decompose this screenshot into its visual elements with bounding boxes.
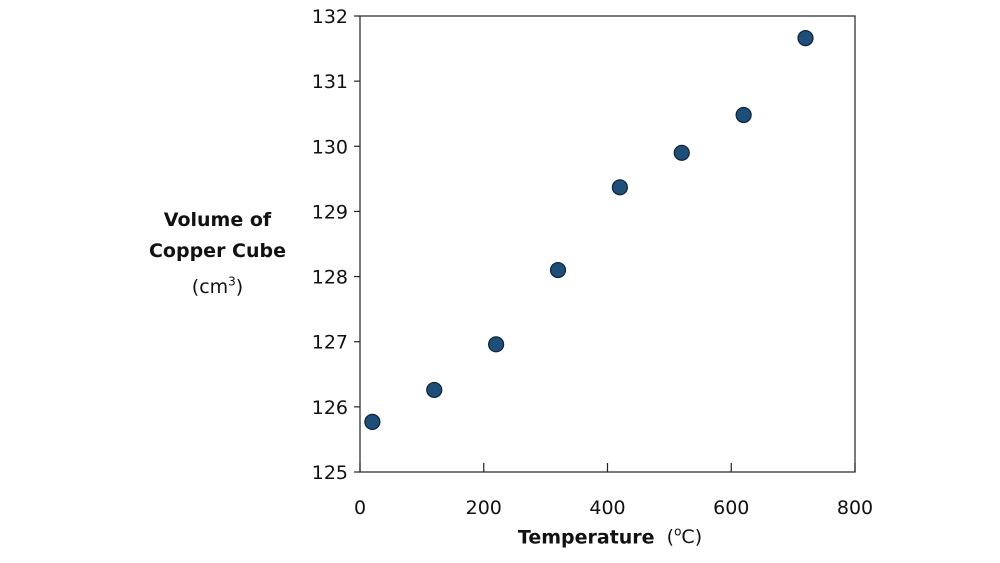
x-unit-sup: o bbox=[674, 525, 682, 539]
x-axis-label: Temperature (oC) bbox=[440, 525, 780, 548]
x-tick-label: 600 bbox=[713, 497, 749, 519]
y-tick-label: 125 bbox=[312, 462, 348, 484]
data-point bbox=[549, 261, 567, 279]
data-point bbox=[735, 106, 752, 124]
y-tick-label: 132 bbox=[312, 6, 348, 28]
y-axis-unit: (cm3) bbox=[191, 275, 244, 299]
y-tick-label: 126 bbox=[312, 397, 348, 419]
x-tick-label: 0 bbox=[354, 497, 366, 519]
x-tick-label: 200 bbox=[466, 497, 502, 519]
y-tick-label: 130 bbox=[312, 136, 348, 158]
x-tick-label: 800 bbox=[837, 497, 873, 519]
y-axis-label: Volume of Copper Cube (cm3) bbox=[130, 205, 305, 303]
y-tick-label: 128 bbox=[312, 267, 348, 289]
y-tick-label: 131 bbox=[312, 71, 348, 93]
data-point bbox=[364, 413, 381, 430]
y-unit-base: (cm bbox=[191, 276, 229, 299]
x-unit-end: C) bbox=[681, 526, 703, 549]
plot-frame bbox=[359, 15, 856, 473]
y-tick-label: 127 bbox=[312, 332, 348, 354]
y-unit-sup: 3 bbox=[228, 275, 236, 289]
y-axis-label-line2: Copper Cube bbox=[148, 240, 287, 262]
data-point bbox=[488, 336, 505, 353]
data-point bbox=[426, 381, 443, 399]
x-tick-label: 400 bbox=[589, 497, 625, 519]
x-axis-unit: (oC) bbox=[666, 525, 703, 549]
data-point bbox=[797, 30, 814, 47]
y-axis-label-line1: Volume of bbox=[163, 209, 272, 231]
data-point bbox=[673, 144, 690, 161]
y-unit-end: ) bbox=[235, 276, 244, 299]
y-tick-label: 129 bbox=[312, 201, 348, 223]
x-axis-label-text: Temperature bbox=[517, 526, 655, 549]
x-unit-base: ( bbox=[666, 526, 675, 549]
data-point bbox=[611, 179, 628, 196]
